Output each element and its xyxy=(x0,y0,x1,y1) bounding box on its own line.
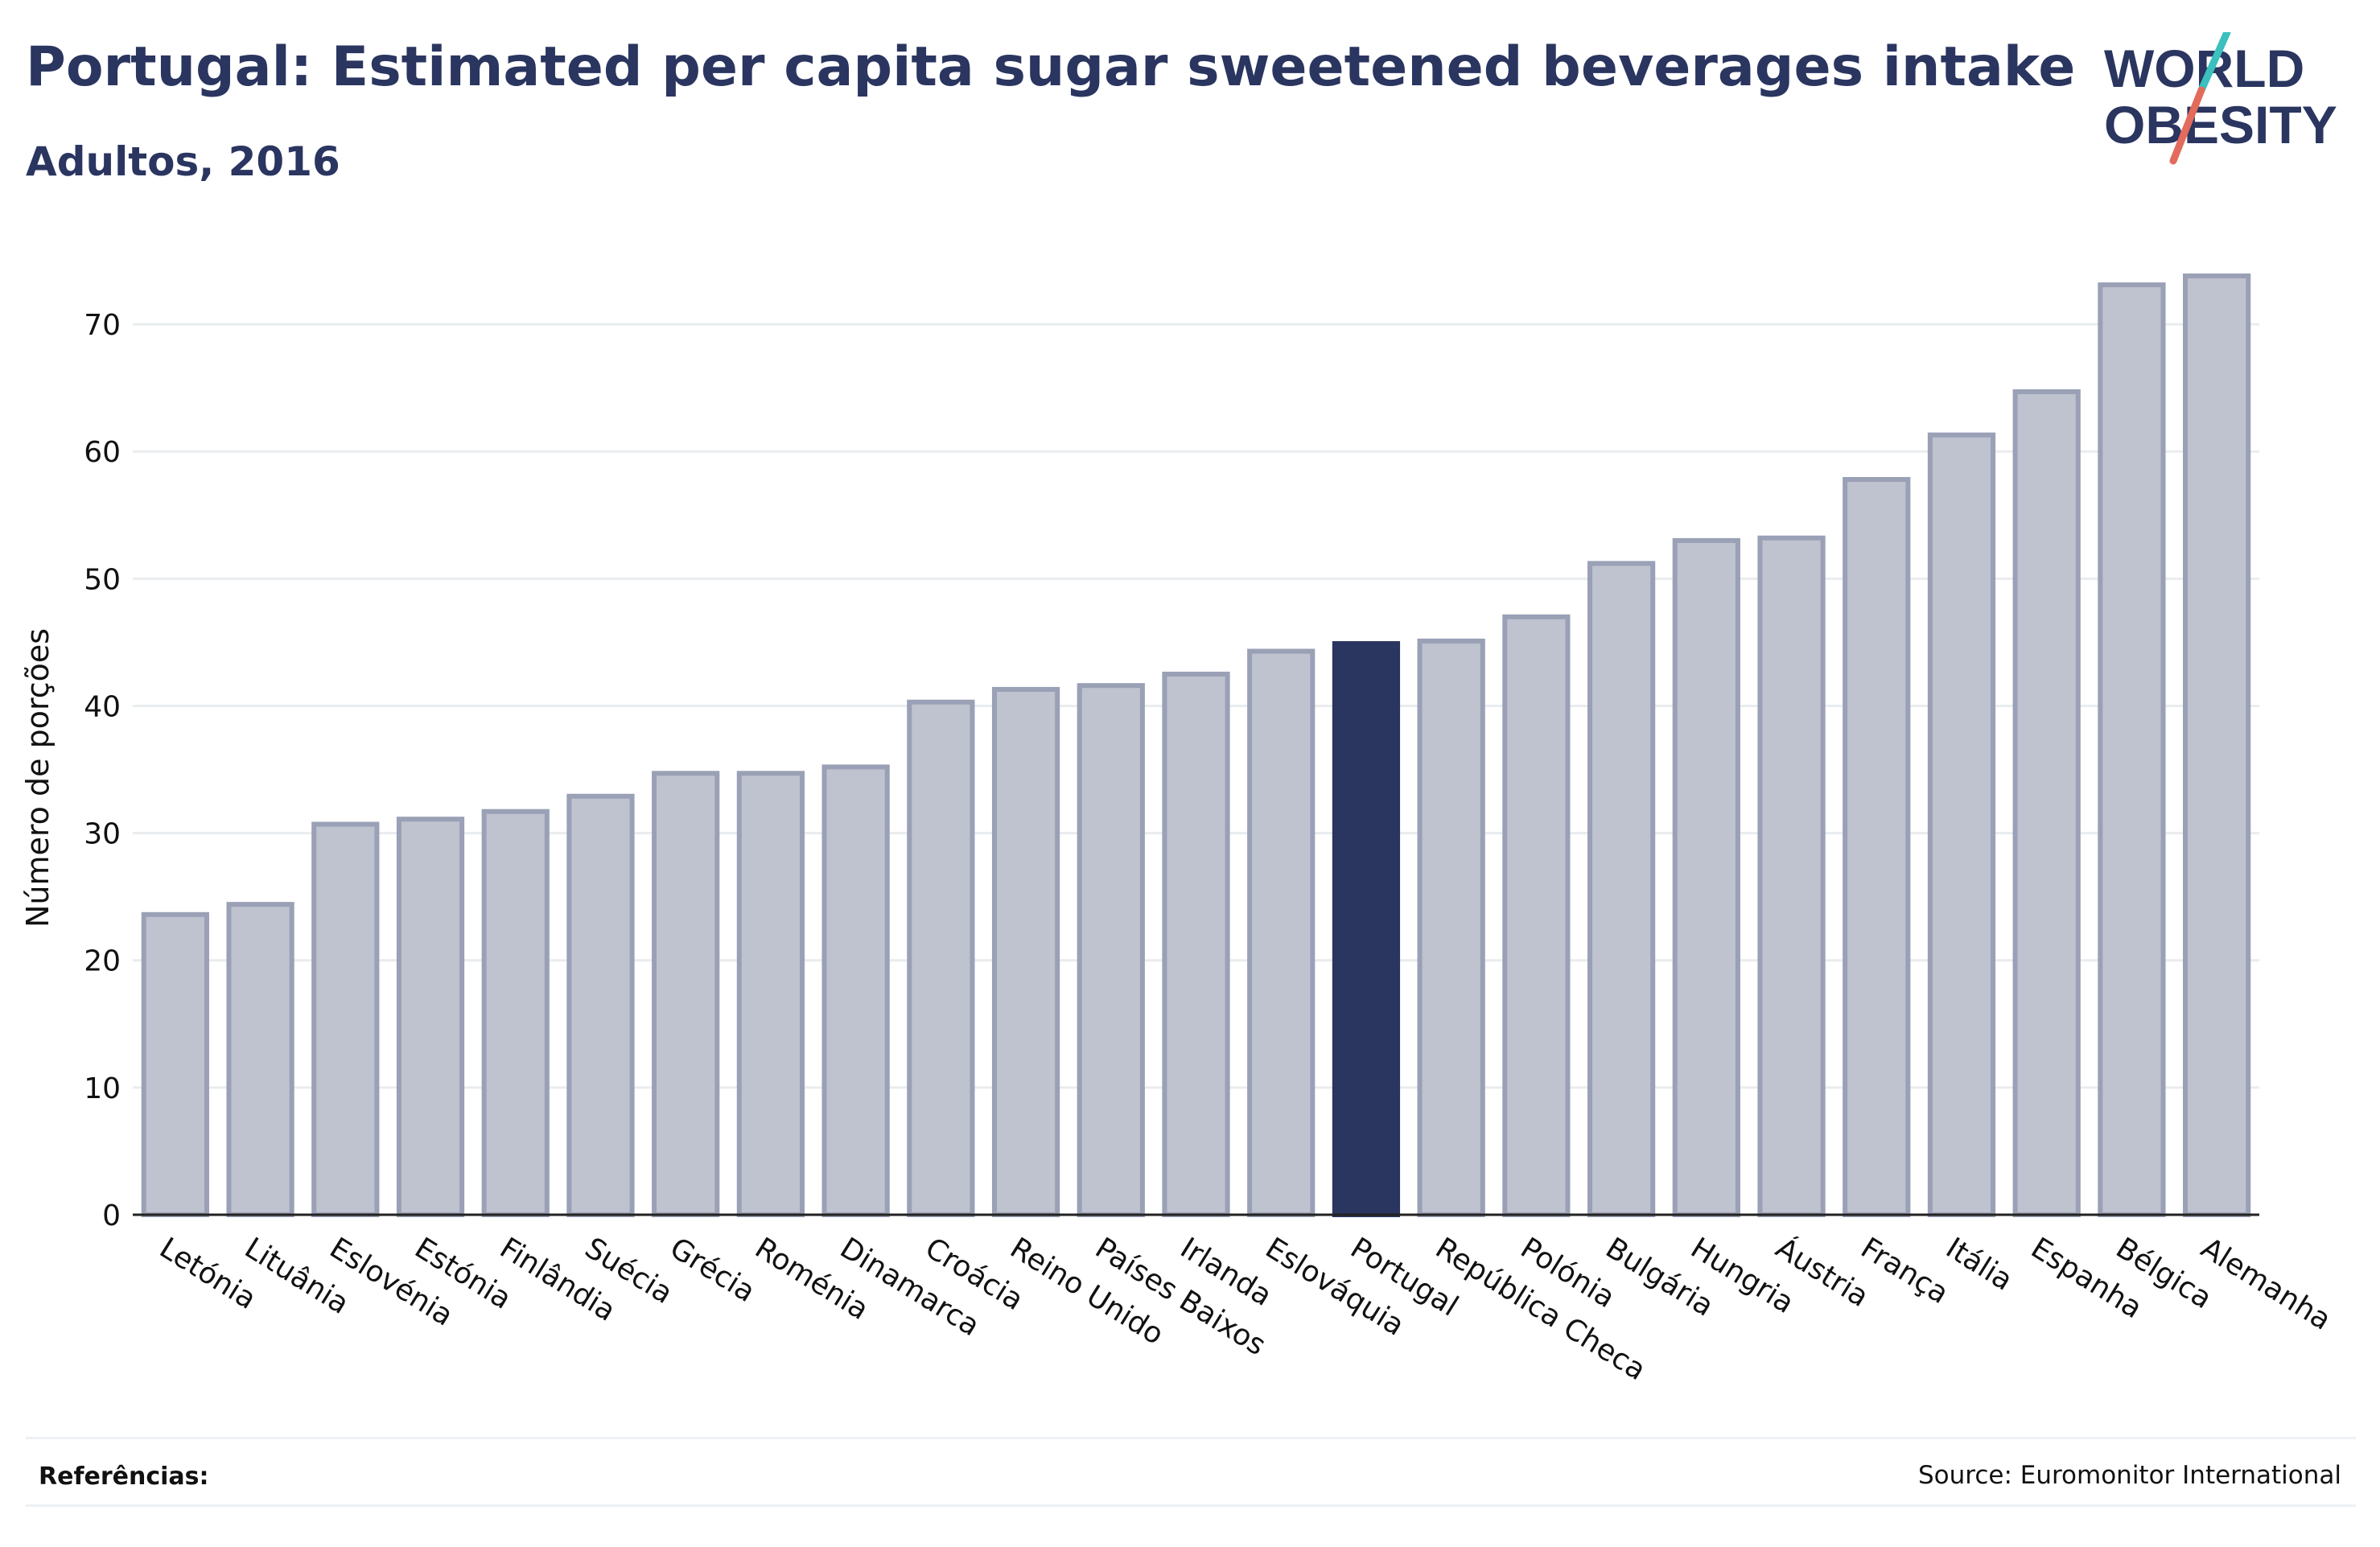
bar xyxy=(1927,432,1996,1217)
bar xyxy=(566,793,635,1217)
chart-subtitle: Adultos, 2016 xyxy=(26,138,340,185)
bar-chart: 0 10 20 30 40 50 60 70 LetóniaLituâniaEslovénia… xyxy=(20,273,2337,1387)
bar xyxy=(2012,389,2081,1217)
references-label: Referências: xyxy=(39,1463,209,1491)
y-tick-label: 0 xyxy=(102,1199,121,1232)
bar xyxy=(2098,282,2166,1218)
bar xyxy=(1843,476,1911,1217)
y-tick-label: 40 xyxy=(84,690,121,723)
bar xyxy=(1417,638,1485,1217)
chart-title: Portugal: Estimated per capita sugar swe… xyxy=(26,35,2076,99)
logo-slash-red xyxy=(2169,86,2205,165)
bar xyxy=(2183,273,2251,1218)
y-tick-labels: 0 10 20 30 40 50 60 70 xyxy=(84,309,121,1232)
bar xyxy=(396,817,465,1217)
bars xyxy=(141,273,2251,1218)
y-tick-label: 60 xyxy=(84,436,121,469)
bar xyxy=(141,911,209,1217)
y-tick-label: 20 xyxy=(84,945,121,978)
bar xyxy=(1672,537,1740,1217)
bar xyxy=(1587,561,1656,1217)
footer-divider-bottom xyxy=(26,1504,2356,1507)
bar xyxy=(1077,683,1145,1217)
bar xyxy=(736,771,805,1217)
x-tick-labels: LetóniaLituâniaEslovéniaEstóniaFinlândia… xyxy=(154,1231,2337,1387)
bar xyxy=(481,808,550,1217)
bar xyxy=(1162,671,1230,1217)
bar xyxy=(652,771,720,1217)
bar xyxy=(1502,614,1571,1217)
bar xyxy=(1247,648,1316,1217)
y-tick-label: 10 xyxy=(84,1072,121,1105)
bar xyxy=(991,686,1060,1217)
bar xyxy=(907,699,975,1217)
y-axis-title: Número de porções xyxy=(20,628,56,928)
source-text: Source: Euromonitor International xyxy=(1917,1461,2341,1490)
footer-divider-top xyxy=(26,1437,2356,1439)
y-tick-label: 30 xyxy=(84,818,121,851)
x-tick-label: Letónia xyxy=(154,1232,261,1316)
x-tick-label: Itália xyxy=(1940,1232,2018,1298)
y-tick-label: 50 xyxy=(84,563,121,596)
bar xyxy=(821,764,890,1217)
bar xyxy=(1757,535,1826,1217)
x-tick-label: França xyxy=(1855,1232,1954,1310)
world-obesity-logo: WORLD OBESITY xyxy=(2104,32,2337,165)
bar xyxy=(311,821,380,1217)
bar xyxy=(226,902,294,1217)
y-tick-label: 70 xyxy=(84,309,121,342)
logo-slash-teal xyxy=(2197,32,2231,94)
x-tick-label: Grécia xyxy=(664,1232,760,1309)
bar-highlight xyxy=(1332,640,1401,1217)
logo-line-obesity: OBESITY xyxy=(2104,95,2337,154)
x-tick-label: Alemanha xyxy=(2195,1232,2337,1337)
